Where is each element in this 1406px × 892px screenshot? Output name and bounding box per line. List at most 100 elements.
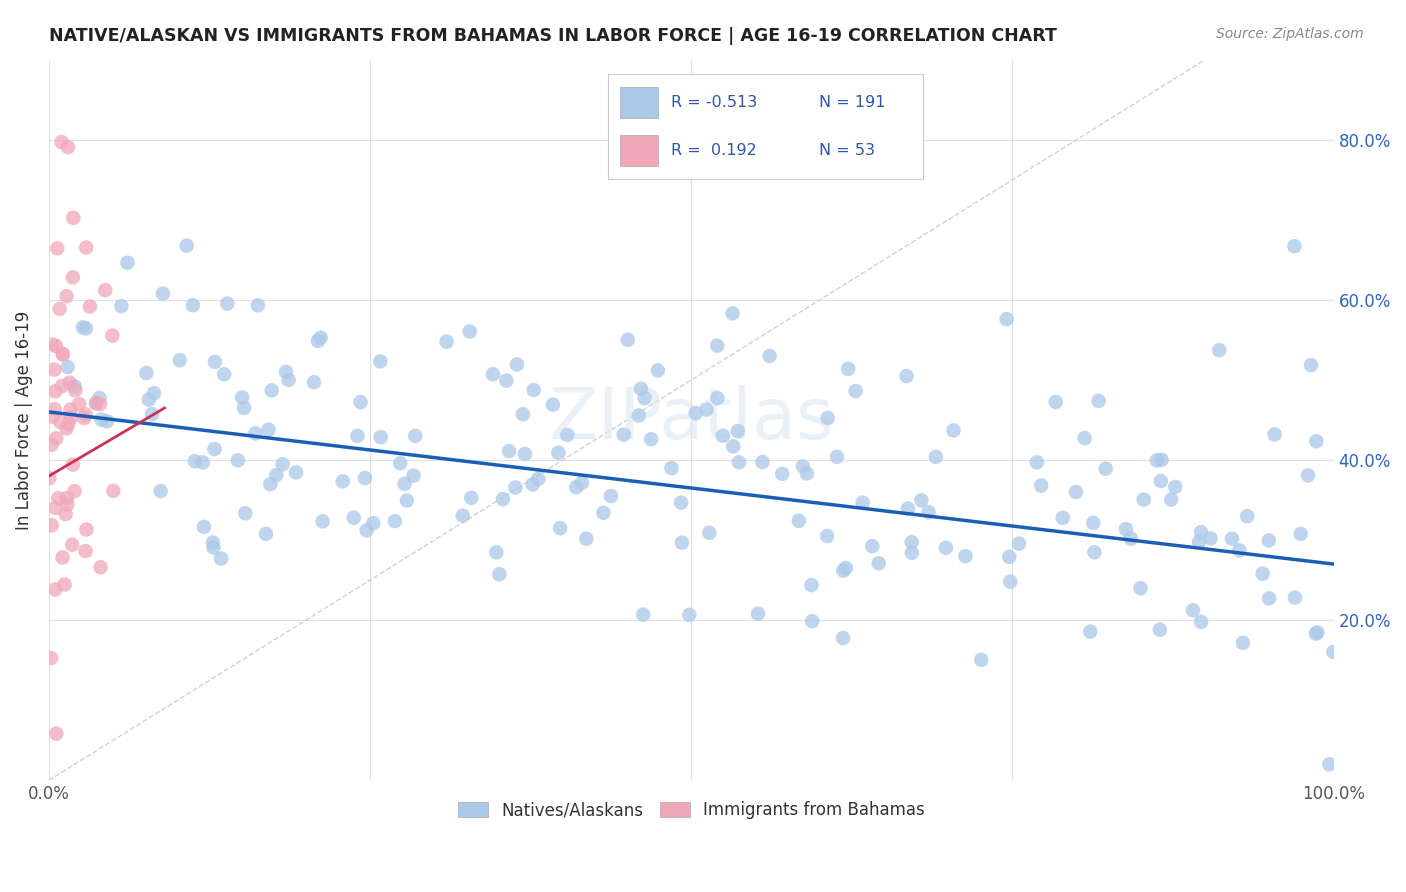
Point <box>75 240 97 254</box>
Point <box>758 349 780 363</box>
Point <box>800 578 823 592</box>
Point <box>837 362 859 376</box>
Point <box>44 384 66 399</box>
Point <box>512 407 534 421</box>
Point <box>1251 566 1274 581</box>
Point <box>1045 395 1067 409</box>
Point <box>1189 525 1212 540</box>
Point <box>835 561 858 575</box>
Point <box>169 353 191 368</box>
Point <box>900 535 922 549</box>
Text: ZIPatlas: ZIPatlas <box>548 385 834 454</box>
Point <box>384 514 406 528</box>
Point <box>135 366 157 380</box>
Point <box>600 489 623 503</box>
Point <box>65 384 87 398</box>
Point <box>817 411 839 425</box>
Point <box>592 506 614 520</box>
Point <box>233 506 256 520</box>
Point <box>1208 343 1230 358</box>
Point <box>685 406 707 420</box>
Point <box>1132 492 1154 507</box>
Point <box>1317 757 1340 772</box>
Point <box>309 331 332 345</box>
Point <box>89 397 111 411</box>
Point <box>571 475 593 490</box>
Point <box>361 516 384 531</box>
Text: NATIVE/ALASKAN VS IMMIGRANTS FROM BAHAMAS IN LABOR FORCE | AGE 16-19 CORRELATION: NATIVE/ALASKAN VS IMMIGRANTS FROM BAHAMA… <box>49 27 1057 45</box>
Point <box>346 429 368 443</box>
Point <box>202 541 225 555</box>
Point <box>184 454 207 468</box>
Point <box>697 525 720 540</box>
Point <box>825 450 848 464</box>
Point <box>942 424 965 438</box>
Point <box>1150 452 1173 467</box>
Point <box>910 493 932 508</box>
Point <box>212 368 235 382</box>
Point <box>63 484 86 499</box>
Point <box>63 379 86 393</box>
Point <box>1164 480 1187 494</box>
Point <box>1073 431 1095 445</box>
Point <box>935 541 957 555</box>
Point <box>1064 485 1087 500</box>
Point <box>52 550 75 565</box>
Point <box>995 312 1018 326</box>
Point <box>1220 532 1243 546</box>
Point <box>631 607 654 622</box>
Point <box>368 354 391 368</box>
Point <box>59 410 82 425</box>
Point <box>44 582 66 597</box>
Point <box>555 428 578 442</box>
Point <box>141 407 163 421</box>
Point <box>259 477 281 491</box>
Point <box>482 368 505 382</box>
Point <box>970 653 993 667</box>
Point <box>52 347 75 361</box>
Point <box>226 453 249 467</box>
Point <box>669 496 692 510</box>
Point <box>45 726 67 740</box>
Point <box>45 431 67 445</box>
Point <box>51 379 73 393</box>
Point <box>266 468 288 483</box>
Point <box>55 421 77 435</box>
Legend: Natives/Alaskans, Immigrants from Bahamas: Natives/Alaskans, Immigrants from Bahama… <box>451 795 932 826</box>
Point <box>191 455 214 469</box>
Point <box>695 402 717 417</box>
Point <box>311 514 333 528</box>
Point <box>349 395 371 409</box>
Point <box>59 402 82 417</box>
Point <box>204 442 226 456</box>
Point <box>260 384 283 398</box>
Point <box>45 339 67 353</box>
Point <box>89 391 111 405</box>
Point <box>181 298 204 312</box>
Point <box>96 414 118 428</box>
Point <box>513 447 536 461</box>
Point <box>506 358 529 372</box>
Point <box>1083 516 1105 530</box>
Point <box>616 333 638 347</box>
Point <box>75 544 97 558</box>
Point <box>1182 603 1205 617</box>
Point <box>706 338 728 352</box>
Point <box>787 514 810 528</box>
Point <box>44 362 66 376</box>
Point <box>917 505 939 519</box>
Point <box>661 461 683 475</box>
Point <box>307 334 329 348</box>
Point <box>67 397 90 411</box>
Point <box>1078 624 1101 639</box>
Point <box>62 458 84 472</box>
Point <box>527 472 550 486</box>
Point <box>41 438 63 452</box>
Point <box>84 396 107 410</box>
Point <box>1146 453 1168 467</box>
Point <box>217 296 239 310</box>
Point <box>647 363 669 377</box>
Point <box>451 508 474 523</box>
Point <box>94 283 117 297</box>
Point <box>845 384 868 398</box>
